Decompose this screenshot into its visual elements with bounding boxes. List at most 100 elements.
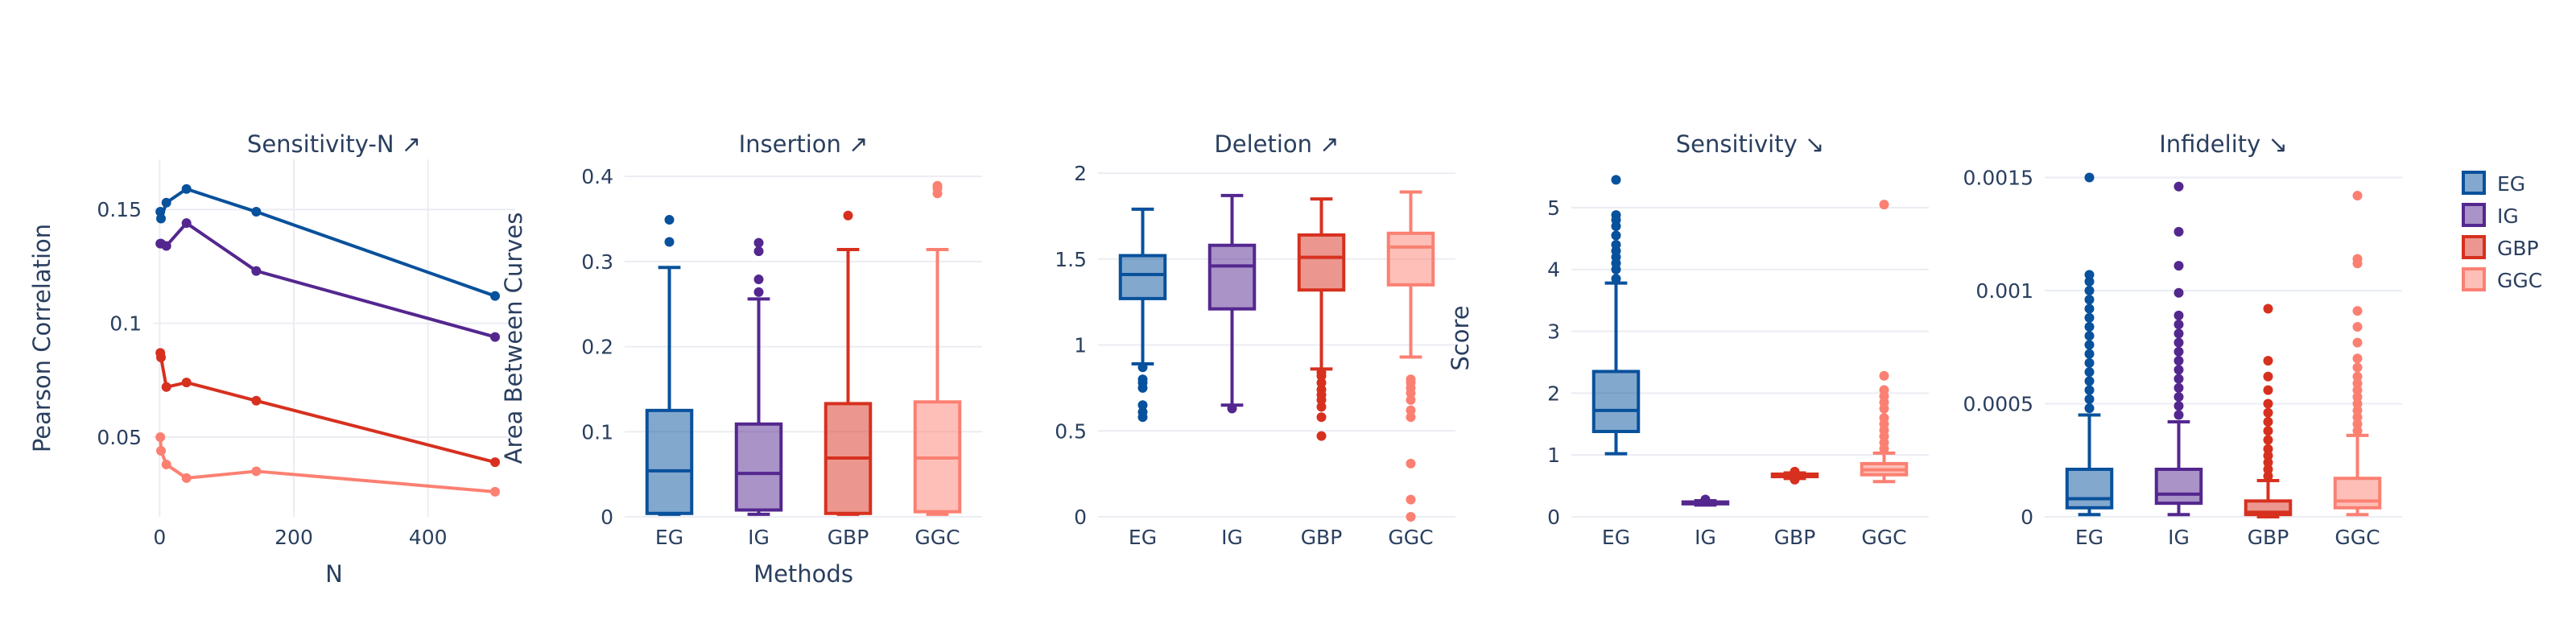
outlier-point-GGC <box>2352 426 2363 436</box>
xtick-label: EG <box>1129 526 1157 549</box>
outlier-point-GGC <box>2352 353 2363 364</box>
data-point-GBP <box>251 395 262 406</box>
ytick-label: 2 <box>1547 382 1560 405</box>
ytick-label: 1 <box>1547 444 1560 467</box>
series-line-IG <box>159 221 496 339</box>
xtick-label: 200 <box>275 526 313 549</box>
xtick-label: GGC <box>1388 526 1433 549</box>
y-axis-label: Score <box>1447 305 1474 370</box>
outlier-point-GGC <box>1406 412 1416 423</box>
outlier-point-GBP <box>1790 466 1800 477</box>
chart-title-3: Deletion ↗ <box>1214 130 1339 158</box>
x-axis-label: Methods <box>753 560 853 588</box>
outlier-point-GGC <box>1879 413 1889 423</box>
ytick-label: 0.05 <box>97 426 142 449</box>
y-axis-label: Area Between Curves <box>500 213 527 464</box>
outlier-point-GBP <box>2263 451 2273 461</box>
outlier-point-EG <box>2084 367 2095 378</box>
data-point-GGC <box>181 473 192 483</box>
xtick-label: EG <box>655 526 683 549</box>
ytick-label: 0.0015 <box>1963 166 2033 189</box>
outlier-point-IG <box>753 246 764 257</box>
data-point-GBP <box>490 457 500 468</box>
outlier-point-GGC <box>2352 405 2363 415</box>
xtick-label: GBP <box>828 526 869 549</box>
outlier-point-GBP <box>1790 474 1800 485</box>
series-line-GBP <box>159 353 496 464</box>
outlier-point-GGC <box>2352 412 2363 423</box>
outlier-point-GGC <box>2352 362 2363 373</box>
outlier-point-EG <box>2084 285 2095 295</box>
outlier-point-GBP <box>1316 431 1327 441</box>
outlier-point-IG <box>2174 226 2184 237</box>
data-point-EG <box>156 213 166 224</box>
outlier-point-IG <box>2174 392 2184 402</box>
outlier-point-EG <box>2084 321 2095 332</box>
outlier-point-GBP <box>2263 303 2273 314</box>
outlier-point-GBP <box>2263 426 2273 436</box>
outlier-point-EG <box>2084 276 2095 287</box>
data-point-IG <box>181 218 192 229</box>
outlier-point-GBP <box>1316 367 1327 378</box>
box-GBP <box>1297 233 1346 292</box>
xtick-label: 400 <box>409 526 448 549</box>
data-point-GBP <box>181 378 192 388</box>
chart-title-1: Sensitivity-N ↗ <box>247 130 421 158</box>
outlier-point-IG <box>2174 320 2184 330</box>
outlier-point-IG <box>2174 287 2184 298</box>
data-point-IG <box>161 241 171 251</box>
series-line-EG <box>159 187 496 298</box>
outlier-point-IG <box>2174 346 2184 357</box>
outlier-point-IG <box>2174 181 2184 192</box>
outlier-point-GBP <box>2263 457 2273 468</box>
outlier-point-GGC <box>2352 385 2363 395</box>
outlier-point-IG <box>2174 410 2184 420</box>
data-point-GGC <box>251 466 262 477</box>
outlier-point-EG <box>1611 274 1621 284</box>
outlier-point-IG <box>753 287 764 297</box>
xtick-label: GGC <box>1861 526 1906 549</box>
outlier-point-IG <box>2174 310 2184 320</box>
outlier-point-EG <box>664 237 675 247</box>
ytick-label: 0.2 <box>581 336 613 359</box>
outlier-point-IG <box>753 275 764 285</box>
ytick-label: 5 <box>1547 196 1560 220</box>
data-point-EG <box>181 184 192 194</box>
ytick-label: 0 <box>2021 506 2033 529</box>
ytick-label: 2 <box>1074 162 1087 185</box>
outlier-point-IG <box>2174 337 2184 348</box>
outlier-point-EG <box>2084 331 2095 341</box>
xtick-label: EG <box>2075 526 2103 549</box>
ytick-label: 0.001 <box>1975 279 2033 303</box>
xtick-label: 0 <box>153 526 166 549</box>
outlier-point-EG <box>1137 407 1148 417</box>
outlier-point-GGC <box>1879 200 1889 210</box>
outlier-point-GGC <box>2352 392 2363 402</box>
outlier-point-EG <box>1137 400 1148 411</box>
xtick-label: IG <box>2168 526 2190 549</box>
xtick-label: IG <box>748 526 770 549</box>
outlier-point-GBP <box>2263 371 2273 382</box>
outlier-point-GGC <box>2352 371 2363 382</box>
outlier-point-EG <box>2084 349 2095 359</box>
xtick-label: EG <box>1602 526 1630 549</box>
outlier-point-IG <box>2174 261 2184 271</box>
outlier-point-EG <box>2084 172 2095 183</box>
data-point-IG <box>490 332 500 342</box>
x-axis-label: N <box>325 560 343 588</box>
box-EG <box>645 408 694 515</box>
outlier-point-EG <box>2084 303 2095 314</box>
outlier-point-GBP <box>2263 398 2273 409</box>
ytick-label: 0.1 <box>109 312 142 336</box>
outlier-point-EG <box>1611 230 1621 241</box>
outlier-point-EG <box>2084 357 2095 368</box>
legend-label-GGC: GGC <box>2497 269 2542 292</box>
ytick-label: 0.15 <box>97 198 142 221</box>
outlier-point-GGC <box>2352 306 2363 316</box>
data-point-GGC <box>156 445 166 456</box>
data-point-GGC <box>490 486 500 497</box>
outlier-point-GGC <box>1406 374 1416 385</box>
outlier-point-IG <box>2174 382 2184 393</box>
outlier-point-IG <box>1227 403 1237 414</box>
